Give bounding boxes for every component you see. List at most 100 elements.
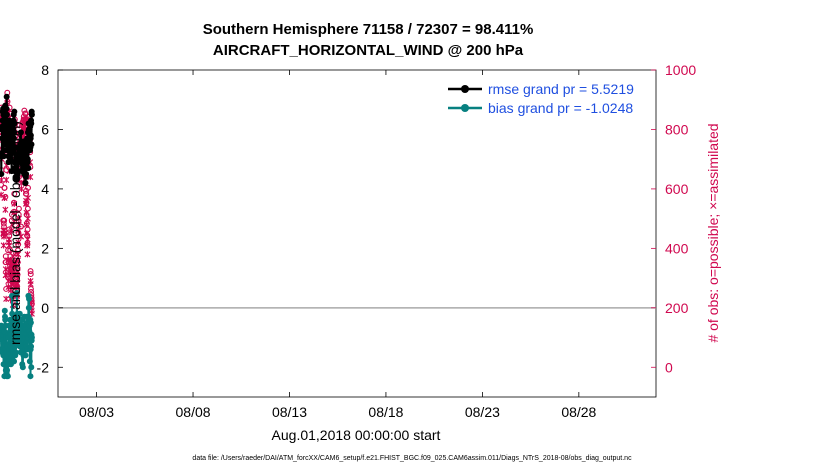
bias-point [28,334,35,341]
rmse-point [28,111,35,118]
chart-title: Southern Hemisphere 71158 / 72307 = 98.4… [203,21,534,38]
bias-point [16,310,23,317]
obs-assimilated-marker [1,194,8,201]
bias-point [8,292,15,299]
bias-point [2,316,9,323]
rmse-point [27,132,34,139]
obs-possible-marker [5,247,12,254]
bias-point [28,343,35,350]
obs-assimilated-marker [24,242,31,249]
rmse-point [11,129,18,136]
obs-assimilated-marker [15,251,22,258]
rmse-point [3,111,10,118]
obs-assimilated-marker [11,218,18,225]
obs-assimilated-marker [6,242,13,249]
obs-assimilated-marker [15,239,22,246]
bias-point [7,316,14,323]
chart-subtitle: AIRCRAFT_HORIZONTAL_WIND @ 200 hPa [213,42,524,59]
y-axis-left: -2 0 2 4 6 8 [37,62,63,375]
bias-point [27,319,34,326]
obs-assimilated-marker [0,242,7,249]
footer-datafile: data file: /Users/raeder/DAI/ATM_forcXX/… [192,455,632,462]
obs-assimilated-marker [6,236,13,243]
obs-possible-marker [11,190,18,197]
obs-assimilated-marker [14,280,21,288]
rmse-point [11,120,18,127]
bias-point [28,364,35,371]
obs-assimilated-marker [7,286,14,294]
rmse-point [28,120,35,127]
rmse-point [23,171,30,178]
obs-possible-marker [27,268,34,275]
y2-tick-label: 0 [665,359,673,375]
obs-possible-marker [27,271,34,278]
obs-assimilated-marker [8,227,15,234]
y-tick-label: -2 [37,359,50,375]
obs-assimilated-marker [23,200,30,207]
obs-assimilated-marker [11,200,18,207]
rmse-point [3,93,10,100]
legend-bias-label: bias grand pr = -1.0248 [488,100,633,116]
x-tick-label: 08/18 [368,404,403,420]
obs-assimilated-marker [23,230,30,237]
obs-possible-marker [1,217,8,224]
x-tick-label: 08/23 [465,404,500,420]
bias-point [25,304,32,311]
bias-point [19,364,26,371]
obs-assimilated-marker [27,280,34,288]
obs-assimilated-marker [14,275,21,282]
obs-possible-marker [28,288,35,295]
obs-possible-marker [25,184,31,191]
obs-possible-marker [24,226,31,233]
bias-point [4,373,11,380]
rmse-point [10,135,17,142]
rmse-series [0,93,35,186]
y-tick-label: 4 [41,181,49,197]
legend-bias-marker [461,104,469,112]
y2-tick-label: 1000 [665,62,696,78]
obs-assimilated-marker [18,185,25,193]
y-tick-label: 8 [41,62,49,78]
rmse-point [11,108,18,115]
obs-assimilated-marker [23,221,30,228]
bias-series [0,289,35,380]
obs-assimilated-marker [1,227,8,234]
x-tick-label: 08/28 [561,404,596,420]
obs-possible-marker [7,247,14,254]
obs-assimilated-marker [24,215,31,222]
obs-assimilated-marker [13,263,20,270]
obs-assimilated-marker [18,233,25,240]
obs-assimilated-marker [0,176,5,184]
bias-point [27,373,34,380]
obs-assimilated-marker [2,206,9,213]
plot-area [57,69,657,398]
rmse-point [0,153,7,160]
rmse-point [28,141,35,148]
obs-possible-marker [21,107,28,114]
obs-assimilated-marker [3,295,10,303]
obs-assimilated-marker [15,221,22,228]
obs-assimilated-marker [10,269,17,276]
rmse-point [0,171,5,178]
obs-assimilated-marker [1,233,7,240]
rmse-point [25,165,32,172]
bias-point [26,295,33,302]
y-tick-label: 2 [41,240,49,256]
legend-rmse-label: rmse grand pr = 5.5219 [488,81,634,97]
obs-assimilated-marker [24,236,31,243]
bias-point [4,367,11,374]
obs-possible-marker [1,184,8,191]
y2-tick-label: 400 [665,240,689,256]
bias-point [11,358,18,365]
legend-rmse-marker [461,85,469,93]
rmse-point [17,129,24,136]
obs-assimilated-marker [15,215,22,222]
obs-possible-marker [0,220,7,227]
obs-assimilated-marker [10,209,17,216]
y2-tick-label: 600 [665,181,689,197]
y2-tick-label: 800 [665,121,689,137]
y2-axis-label: # of obs: o=possible; ×=assimilated [705,123,721,342]
y-tick-label: 6 [41,121,49,137]
x-axis: 08/03 08/08 08/13 08/18 08/23 08/28 [79,70,597,420]
